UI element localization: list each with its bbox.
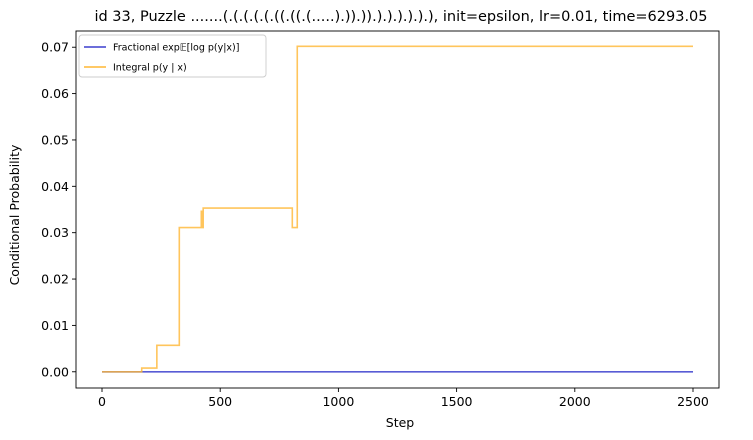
y-tick-label: 0.00 xyxy=(41,364,69,379)
y-tick-label: 0.06 xyxy=(41,86,69,101)
x-tick-label: 2500 xyxy=(677,394,709,409)
plot-background xyxy=(76,31,719,388)
legend: Fractional exp𝔼[log p(y|x)] Integral p(y … xyxy=(78,34,267,78)
chart-title: id 33, Puzzle .......(.(.(.(.(.((.((.(..… xyxy=(94,9,707,25)
x-tick-label: 500 xyxy=(208,394,232,409)
x-tick-label: 1500 xyxy=(441,394,473,409)
y-tick-label: 0.03 xyxy=(41,225,69,240)
plot-frame xyxy=(75,30,720,389)
y-axis: 0.00 0.01 0.02 0.03 0.04 0.05 0.06 0.07 xyxy=(41,40,76,379)
x-tick-label: 0 xyxy=(98,394,106,409)
legend-entry-1: Integral p(y | x) xyxy=(113,63,187,74)
y-tick-label: 0.02 xyxy=(41,272,69,287)
x-axis-label: Step xyxy=(386,415,415,430)
x-tick-label: 2000 xyxy=(559,394,591,409)
y-tick-label: 0.05 xyxy=(41,132,69,147)
x-tick-label: 1000 xyxy=(322,394,354,409)
legend-box xyxy=(78,34,267,78)
plot-area xyxy=(75,30,720,389)
y-tick-label: 0.01 xyxy=(41,318,69,333)
y-tick-label: 0.07 xyxy=(41,40,69,55)
y-tick-label: 0.04 xyxy=(41,179,69,194)
legend-entry-0: Fractional exp𝔼[log p(y|x)] xyxy=(113,43,239,54)
series-line-1 xyxy=(102,45,693,373)
x-axis: 0 500 1000 1500 2000 2500 xyxy=(98,388,709,409)
y-axis-label: Conditional Probability xyxy=(7,144,22,285)
